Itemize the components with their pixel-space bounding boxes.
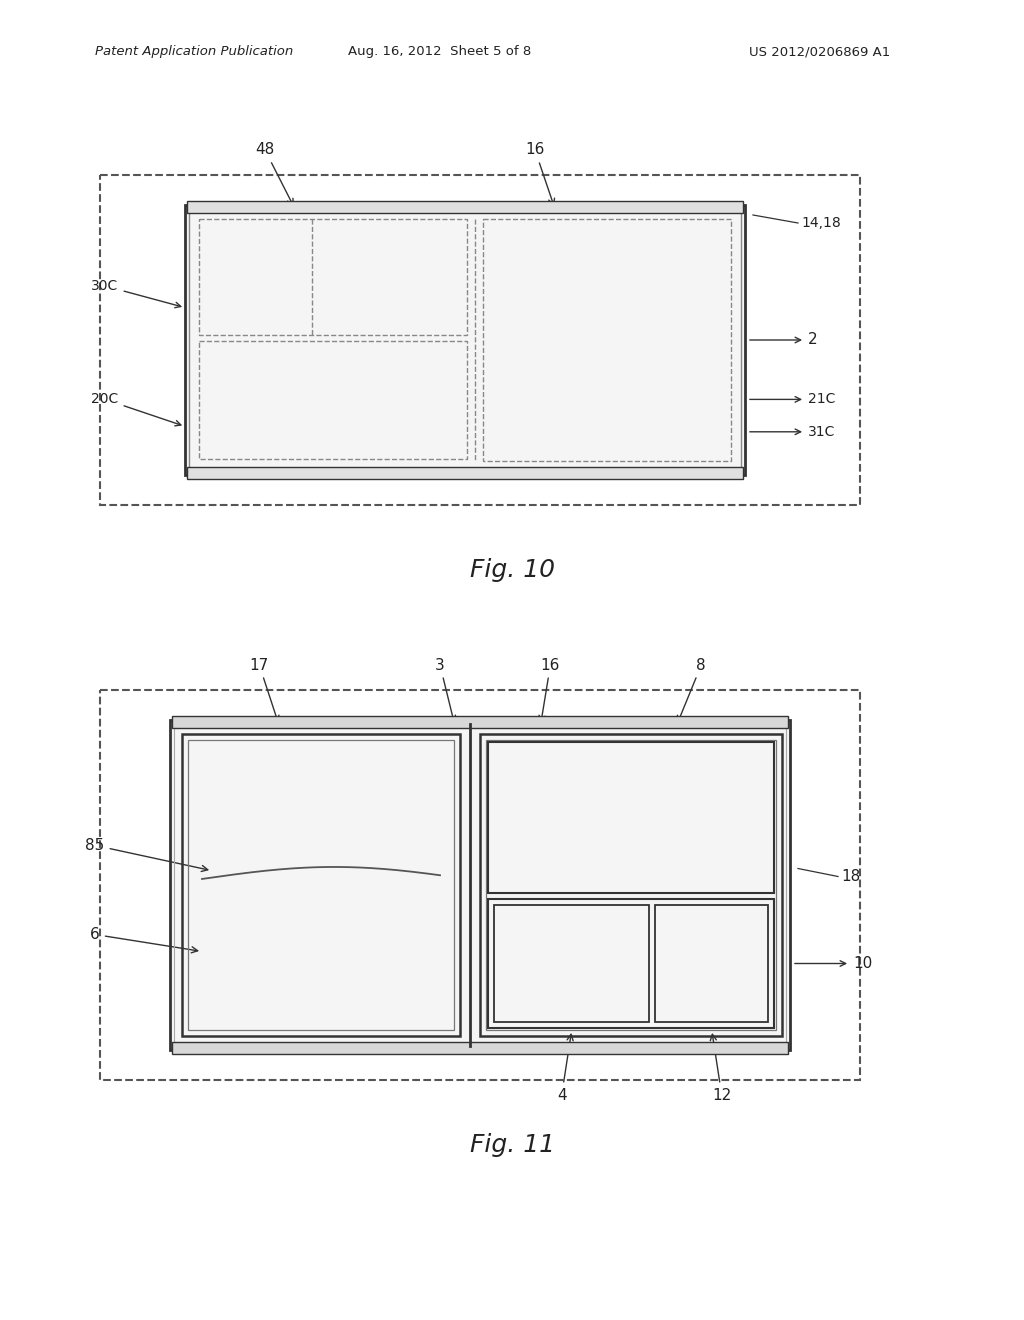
Bar xyxy=(199,341,467,459)
Bar xyxy=(483,219,731,461)
Text: 31C: 31C xyxy=(808,425,836,438)
Bar xyxy=(488,742,774,894)
Bar xyxy=(189,209,741,471)
Text: 17: 17 xyxy=(250,657,279,722)
Bar xyxy=(185,205,745,475)
Text: 3: 3 xyxy=(435,657,456,722)
Bar xyxy=(172,1041,788,1053)
Bar xyxy=(100,176,860,506)
Bar xyxy=(170,719,790,1049)
Text: 30C: 30C xyxy=(91,279,181,308)
Text: Aug. 16, 2012  Sheet 5 of 8: Aug. 16, 2012 Sheet 5 of 8 xyxy=(348,45,531,58)
Bar xyxy=(199,219,467,335)
Text: 12: 12 xyxy=(711,1035,731,1102)
Bar xyxy=(174,723,786,1045)
Text: 16: 16 xyxy=(539,657,560,722)
Text: 20C: 20C xyxy=(91,392,181,426)
Text: 18: 18 xyxy=(841,869,860,884)
Text: 14,18: 14,18 xyxy=(801,216,841,230)
Text: 4: 4 xyxy=(557,1035,573,1102)
Text: 2: 2 xyxy=(808,333,817,347)
Bar xyxy=(488,899,774,1028)
Text: Fig. 10: Fig. 10 xyxy=(469,558,555,582)
Bar xyxy=(480,734,782,1036)
Bar xyxy=(188,741,454,1030)
Text: 85: 85 xyxy=(85,838,208,871)
Text: 16: 16 xyxy=(525,143,555,205)
Text: Fig. 11: Fig. 11 xyxy=(469,1133,555,1158)
Bar xyxy=(486,741,776,1030)
Text: 6: 6 xyxy=(90,927,198,953)
Text: 48: 48 xyxy=(255,143,293,205)
Text: Patent Application Publication: Patent Application Publication xyxy=(95,45,293,58)
Bar xyxy=(187,201,743,213)
Bar xyxy=(100,690,860,1080)
Bar xyxy=(172,715,788,729)
Text: 21C: 21C xyxy=(808,392,836,407)
Text: 8: 8 xyxy=(678,657,707,722)
Bar xyxy=(182,734,460,1036)
Bar xyxy=(187,467,743,479)
Text: US 2012/0206869 A1: US 2012/0206869 A1 xyxy=(750,45,891,58)
Bar xyxy=(494,906,649,1022)
Bar xyxy=(655,906,768,1022)
Text: 10: 10 xyxy=(853,956,872,972)
